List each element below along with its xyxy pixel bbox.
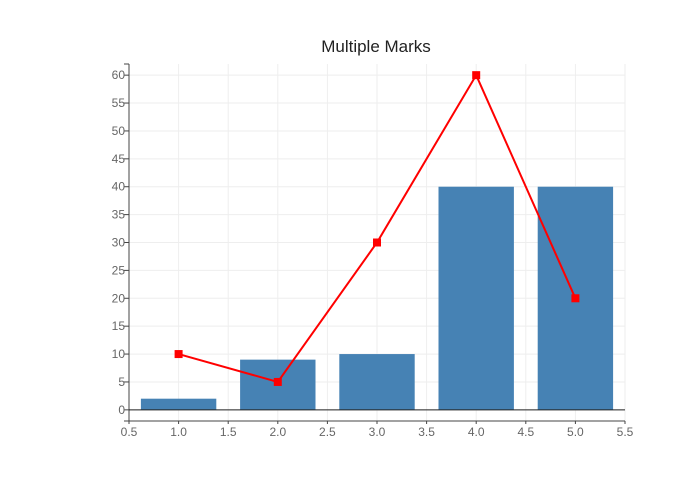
y-tick-label: 15	[112, 319, 126, 333]
y-tick-label: 45	[112, 152, 126, 166]
y-tick-label: 25	[112, 263, 126, 277]
bar	[339, 354, 415, 410]
y-axis-tick-labels: 0 5 10 15 20 25 30 35 40 45 50 55 60	[112, 68, 126, 417]
point-marker	[174, 350, 183, 359]
y-tick-label: 50	[112, 124, 126, 138]
y-tick-label: 10	[112, 347, 126, 361]
x-tick-label: 3.5	[418, 425, 435, 439]
x-tick-label: 2.0	[269, 425, 286, 439]
x-tick-label: 4.5	[517, 425, 534, 439]
x-axis-tick-labels: 0.5 1.0 1.5 2.0 2.5 3.0 3.5 4.0 4.5 5.0 5.5	[121, 425, 634, 439]
chart-title: Multiple Marks	[321, 37, 431, 56]
bar	[438, 186, 514, 410]
y-tick-label: 20	[112, 291, 126, 305]
point-marker	[571, 294, 580, 303]
y-tick-label: 40	[112, 180, 126, 194]
x-tick-label: 4.0	[468, 425, 485, 439]
y-tick-label: 35	[112, 208, 126, 222]
y-tick-label: 60	[112, 68, 126, 82]
x-tick-label: 0.5	[121, 425, 138, 439]
y-tick-label: 5	[118, 375, 125, 389]
point-marker	[373, 238, 381, 247]
x-tick-label: 5.0	[567, 425, 584, 439]
y-tick-label: 55	[112, 96, 126, 110]
axes	[124, 63, 626, 424]
line-series	[174, 71, 580, 386]
bar	[140, 398, 217, 410]
y-tick-label: 0	[118, 403, 125, 417]
x-tick-label: 5.5	[617, 425, 634, 439]
x-tick-label: 1.0	[170, 425, 187, 439]
y-tick-label: 30	[112, 236, 126, 250]
point-marker	[472, 71, 481, 80]
x-tick-label: 2.5	[319, 425, 336, 439]
x-tick-label: 3.0	[369, 425, 386, 439]
point-marker	[273, 377, 282, 386]
x-tick-label: 1.5	[220, 425, 237, 439]
